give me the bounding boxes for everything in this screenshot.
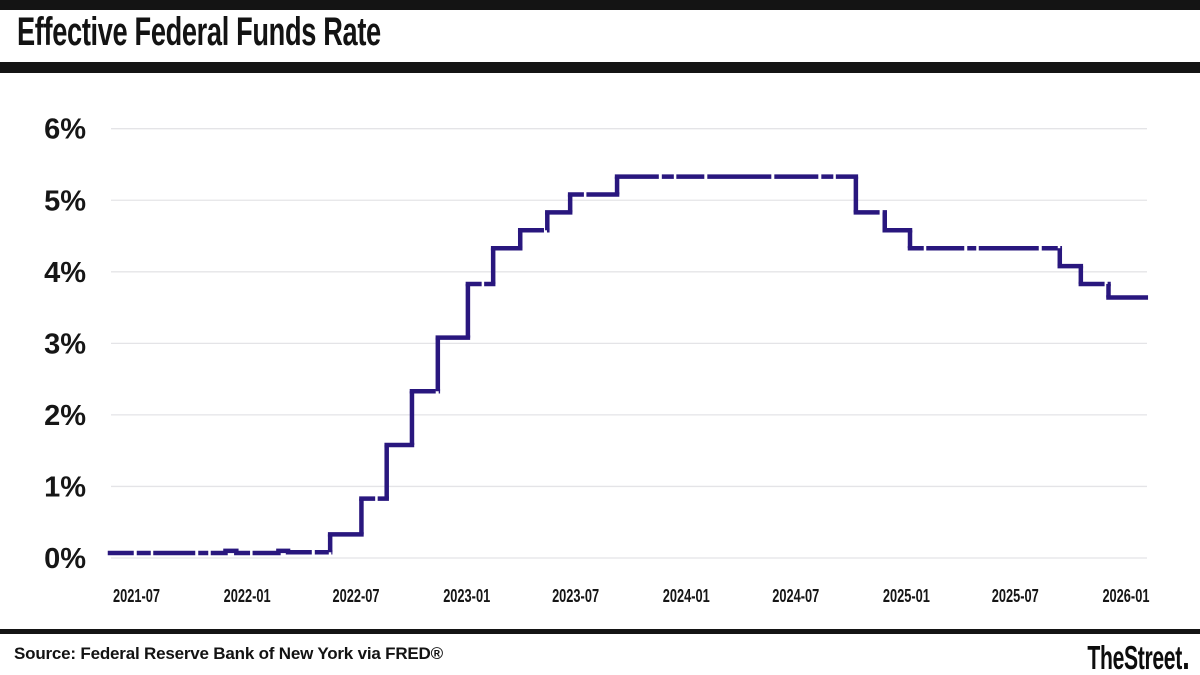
thestreet-logo-dot [1184,663,1188,669]
top-rule [0,0,1200,10]
x-axis-tick-label: 2023-01 [443,586,490,606]
thestreet-logo: TheStreet [1088,639,1188,675]
y-axis-tick-label: 0% [44,543,86,575]
y-axis-tick-label: 5% [44,185,86,217]
y-axis-tick-label: 2% [44,400,86,432]
y-axis-tick-label: 3% [44,328,86,360]
x-axis-tick-label: 2025-01 [883,586,930,606]
footer-rule [0,629,1200,634]
x-axis-tick-label: 2024-01 [663,586,710,606]
x-axis-tick-label: 2023-07 [552,586,599,606]
x-axis-tick-label: 2022-01 [224,586,271,606]
y-axis-tick-label: 4% [44,257,86,289]
x-axis-tick-label: 2025-07 [992,586,1039,606]
y-axis-tick-label: 1% [44,471,86,503]
x-axis-tick-label: 2026-01 [1102,586,1149,606]
x-axis-tick-label: 2024-07 [772,586,819,606]
x-axis-tick-label: 2021-07 [113,586,160,606]
thestreet-logo-text: TheStreet [1087,639,1183,675]
source-credit: Source: Federal Reserve Bank of New York… [14,644,443,663]
x-axis-tick-label: 2022-07 [333,586,380,606]
chart-title: Effective Federal Funds Rate [17,10,381,54]
title-underline-rule [0,62,1200,73]
y-axis-tick-label: 6% [44,114,86,146]
